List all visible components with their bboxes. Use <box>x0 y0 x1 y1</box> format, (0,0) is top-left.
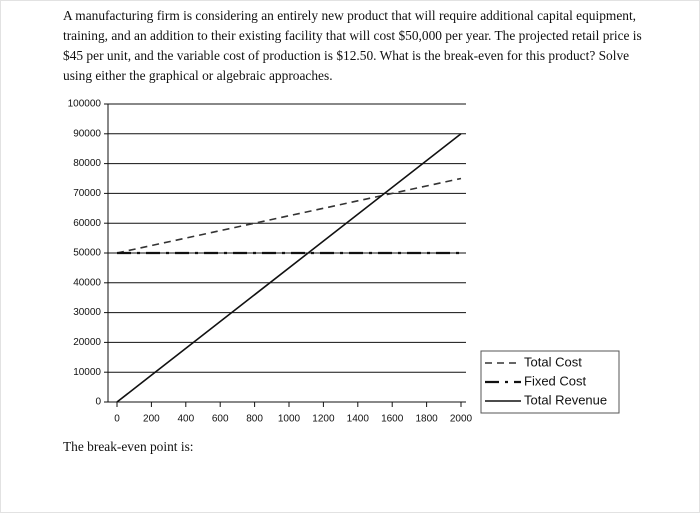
x-tick-label: 1600 <box>381 414 404 425</box>
footer-text: The break-even point is: <box>63 439 194 454</box>
y-tick-label: 0 <box>95 397 101 408</box>
y-tick-label: 30000 <box>73 307 101 318</box>
x-tick-label: 200 <box>143 414 160 425</box>
y-tick-label: 80000 <box>73 158 101 169</box>
y-tick-label: 40000 <box>73 277 101 288</box>
x-tick-label: 0 <box>114 414 120 425</box>
x-tick-label: 1800 <box>415 414 438 425</box>
y-tick-label: 100000 <box>68 99 102 110</box>
legend-label: Total Revenue <box>524 392 607 407</box>
y-tick-label: 50000 <box>73 248 101 259</box>
x-tick-label: 2000 <box>450 414 473 425</box>
y-tick-label: 90000 <box>73 128 101 139</box>
x-tick-label: 600 <box>212 414 229 425</box>
legend-box <box>480 350 620 414</box>
x-tick-label: 1000 <box>278 414 301 425</box>
legend-label: Total Cost <box>524 354 582 369</box>
y-tick-label: 60000 <box>73 218 101 229</box>
series-line <box>116 133 462 403</box>
y-tick-label: 10000 <box>73 367 101 378</box>
x-tick-label: 400 <box>177 414 194 425</box>
series-line <box>116 177 462 254</box>
legend-label: Fixed Cost <box>524 373 587 388</box>
x-tick-label: 1400 <box>347 414 370 425</box>
x-tick-label: 800 <box>246 414 263 425</box>
x-tick-label: 1200 <box>312 414 335 425</box>
y-tick-label: 70000 <box>73 188 101 199</box>
question-text: A manufacturing firm is considering an e… <box>63 8 642 83</box>
y-tick-label: 20000 <box>73 337 101 348</box>
